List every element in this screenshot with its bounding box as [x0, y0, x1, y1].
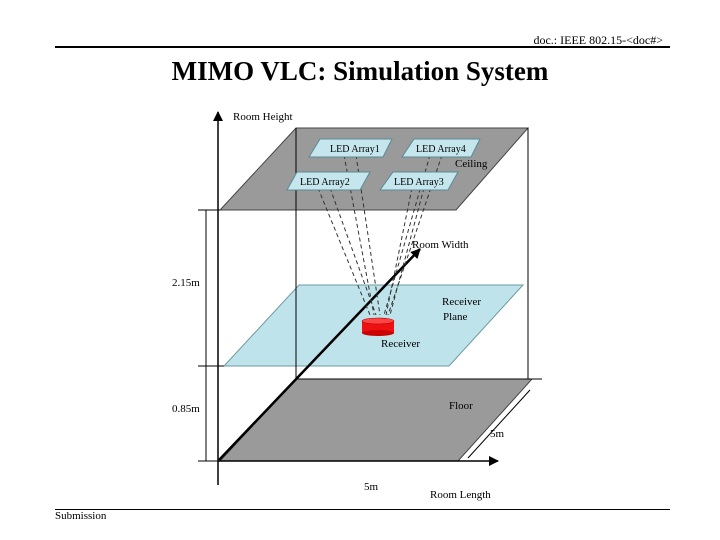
receiver-plane-label-line1: Receiver — [442, 296, 481, 308]
led-array-3 — [379, 171, 459, 191]
room-height-label: Room Height — [233, 111, 293, 123]
footer-label: Submission — [55, 510, 107, 522]
document-id: doc.: IEEE 802.15-<doc#> — [533, 33, 663, 47]
dimension-floor-length-label: 5m — [364, 481, 379, 493]
dimension-receiver-floor-label: 0.85m — [172, 403, 200, 415]
light-ray — [329, 187, 377, 316]
led-array-2-label: LED Array2 — [300, 177, 350, 188]
footer-rule — [55, 509, 670, 510]
room-length-label: Room Length — [430, 489, 491, 501]
led-array-1 — [308, 138, 393, 158]
led-array-3-label: LED Array3 — [394, 177, 444, 188]
led-array-4-label: LED Array4 — [416, 144, 466, 155]
floor-plane — [218, 378, 534, 462]
room-width-label: Room Width — [412, 239, 469, 251]
receiver-plane-label-line2: Plane — [443, 311, 468, 323]
room-width-axis — [218, 248, 421, 461]
ceiling-label: Ceiling — [455, 158, 488, 170]
header-rule — [55, 46, 670, 48]
light-ray — [389, 187, 425, 316]
receiver-label: Receiver — [381, 338, 420, 350]
led-array-1-label: LED Array1 — [330, 144, 380, 155]
dimension-floor-width-label: 5m — [490, 428, 505, 440]
led-array-2 — [286, 171, 371, 191]
floor-width-dimension — [467, 389, 531, 459]
slide-title: MIMO VLC: Simulation System — [171, 56, 549, 86]
light-ray — [385, 187, 413, 316]
light-ray — [355, 154, 381, 316]
receiver-icon — [361, 317, 395, 336]
light-ray — [317, 187, 371, 316]
led-array-4 — [401, 138, 481, 158]
light-ray — [343, 154, 375, 316]
dimension-ceiling-receiver-label: 2.15m — [172, 277, 200, 289]
floor-label: Floor — [449, 400, 473, 412]
